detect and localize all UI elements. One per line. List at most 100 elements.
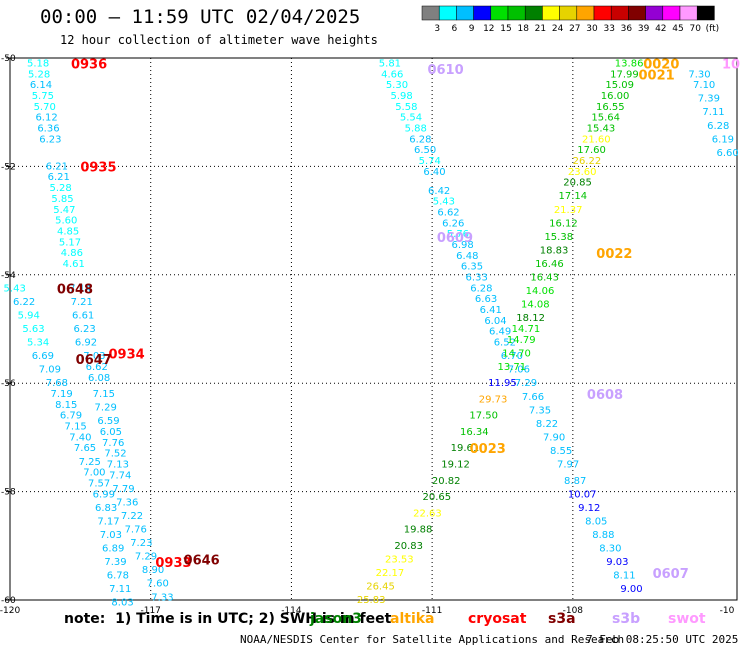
wave-height-point: 17.99 [610,69,639,80]
wave-height-point: 5.34 [27,338,49,349]
wave-height-point: 16.00 [601,91,630,102]
colorbar-tick-label: 39 [638,24,650,34]
colorbar-tick-label: 42 [655,24,666,34]
colorbar-tick-label: 3 [434,24,440,34]
x-tick-label: -114 [281,606,302,616]
colorbar-swatch [576,5,595,21]
wave-height-point: 5.28 [28,69,50,80]
wave-height-point: 7.39 [104,557,126,568]
wave-height-point: 20.82 [432,476,461,487]
wave-height-point: 6.05 [100,427,122,438]
wave-height-point: 19.88 [404,525,433,536]
wave-height-point: 6.26 [442,218,464,229]
wave-height-point: 29.73 [479,394,508,405]
wave-height-point: 7.74 [109,470,131,481]
colorbar-swatch [490,5,509,21]
satellite-legend-item: jason3 [310,611,362,627]
colorbar-swatch [473,5,492,21]
wave-height-point: 5.76 [447,229,469,240]
wave-height-point: 23.53 [385,554,414,565]
wave-height-point: 7.97 [557,460,579,471]
pass-time-label: 0020 [643,57,679,72]
wave-height-point: 5.60 [55,216,77,227]
wave-height-point: 5.47 [53,205,75,216]
wave-height-point: 22.63 [413,508,442,519]
wave-height-point: 8.55 [550,446,572,457]
wave-height-point: 13.86 [615,58,644,69]
wave-height-point: 11.95 [488,378,517,389]
satellite-legend-item: altika [390,611,435,627]
y-tick-label: -50 [1,54,16,64]
wave-height-point: 5.81 [379,58,401,69]
pass-time-label: 0936 [71,57,107,72]
wave-height-point: 5.63 [22,324,44,335]
wave-height-point: 7.11 [702,107,724,118]
wave-height-point: 9.00 [620,584,642,595]
wave-height-point: 7.17 [97,516,119,527]
wave-height-point: 7.68 [46,378,68,389]
pass-time-label: 0021 [639,68,675,83]
wave-height-point: 5.88 [405,123,427,134]
wave-height-point: 25.83 [357,595,386,606]
y-tick-label: -52 [1,162,16,172]
wave-height-point: 6.49 [489,327,511,338]
wave-height-point: 14.71 [512,324,541,335]
wave-height-point: 7.10 [693,80,715,91]
pass-time-label: 0022 [596,247,632,262]
wave-height-point: 5.43 [4,283,26,294]
colorbar-tick-label: 30 [586,24,598,34]
axis-ticks: -50 -52 -54 -56 -58 -60-120 -117 -114 -111 -108 -1… [0,54,735,616]
wave-height-point: 5.74 [419,156,441,167]
wave-height-point: 5.85 [51,194,73,205]
wave-height-point: 7.66 [522,392,544,403]
wave-height-point: 17.14 [559,191,588,202]
wave-height-point: 7.65 [74,443,96,454]
data-points: 5.185.286.145.755.706.126.366.236.216.21… [4,58,739,608]
wave-height-point: 7.39 [698,94,720,105]
wave-height-point: 8.88 [592,530,614,541]
wave-height-point: 16.43 [530,273,559,284]
colorbar-tick-label: 24 [552,24,564,34]
wave-height-point: 5.17 [59,237,81,248]
wave-height-point: 7.36 [116,497,138,508]
wave-height-point: 7.03 [100,530,122,541]
colorbar-tick-label: (ft) [706,24,720,34]
colorbar-swatch [456,5,474,21]
wave-height-point: 6.23 [39,134,61,145]
pass-time-label: 0607 [653,567,689,582]
colorbar-tick-label: 18 [517,24,529,34]
wave-height-point: 16.34 [460,427,489,438]
wave-height-point: 8.11 [613,571,635,582]
wave-height-point: 7.40 [69,432,91,443]
colorbar-swatch [628,5,646,21]
wave-height-point: 6.62 [86,362,108,373]
wave-height-point: 6.63 [475,294,497,305]
wave-height-point: 5.30 [386,80,408,91]
colorbar-swatch [421,5,440,21]
wave-height-point: 6.14 [30,80,52,91]
x-tick-label: -108 [563,606,584,616]
wave-height-point: 17.50 [469,411,498,422]
wave-height-point: 7.21 [71,297,93,308]
wave-height-point: 5.28 [50,183,72,194]
wave-height-point: 5.54 [400,113,422,124]
wave-height-point: 6.22 [13,297,35,308]
wave-height-point: 7.22 [121,511,143,522]
satellite-legend-item: cryosat [468,611,527,627]
colorbar-legend: 3 6 9 12 15 18 21 24 27 30 33 36 39 42 45 70 (ft) [421,5,720,34]
satellite-legend-item: s3a [548,611,576,627]
wave-height-point: 15.38 [544,232,573,243]
wave-height-point: 7.00 [83,468,105,479]
wave-height-point: 14.70 [502,348,531,359]
colorbar-swatch [610,5,629,21]
wave-height-point: 6.52 [494,338,516,349]
wave-height-point: 6.21 [46,161,68,172]
wave-height-point: 5.18 [27,58,49,69]
wave-height-point: 20.85 [563,178,592,189]
wave-height-point: 21.37 [554,205,583,216]
colorbar-swatch [645,5,664,21]
y-tick-label: -56 [1,379,16,389]
pass-time-label: 0646 [184,553,220,568]
wave-height-point: 5.43 [433,197,455,208]
wave-height-point: 6.48 [456,251,478,262]
